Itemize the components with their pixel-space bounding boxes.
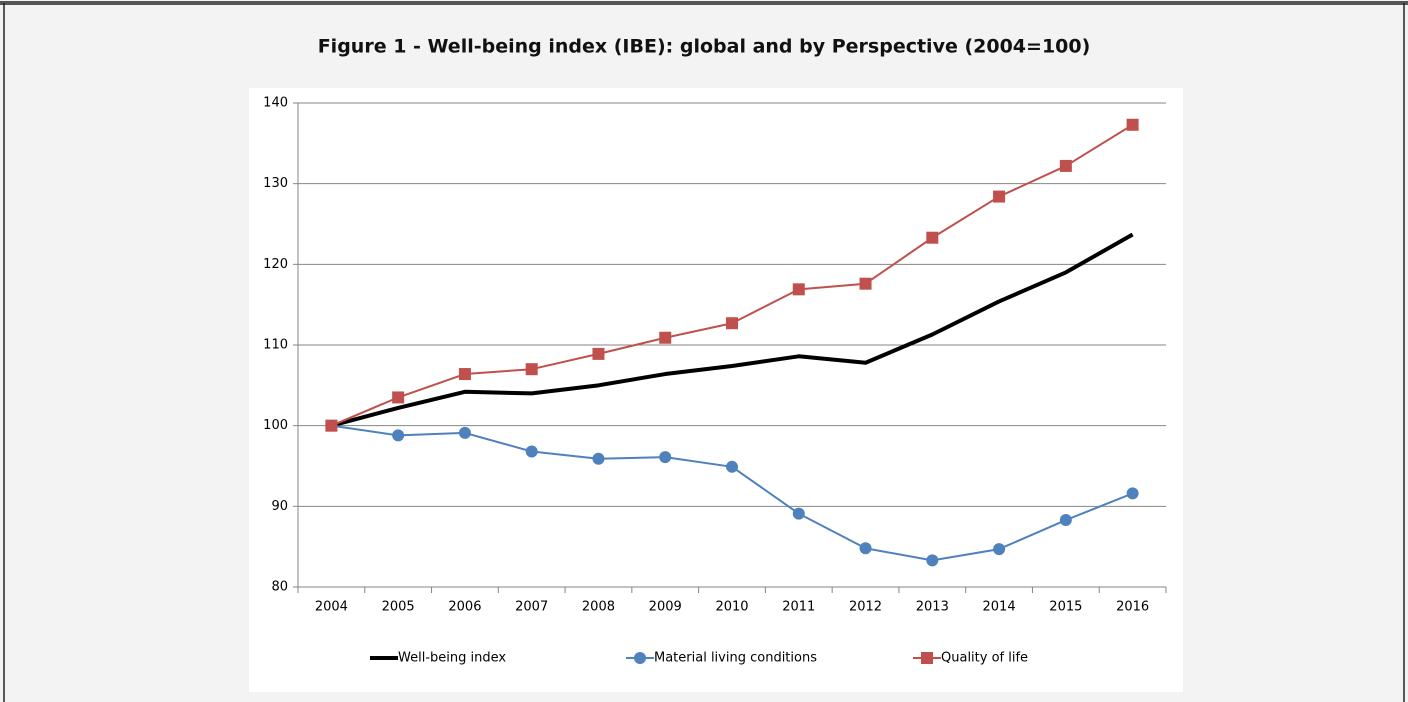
data-point xyxy=(859,277,872,290)
x-tick-label: 2006 xyxy=(448,600,481,615)
data-point xyxy=(792,283,805,296)
x-tick-label: 2015 xyxy=(1049,600,1082,615)
data-point xyxy=(993,543,1006,556)
data-point xyxy=(592,347,605,360)
legend-label: Well-being index xyxy=(398,651,506,666)
x-tick-label: 2014 xyxy=(983,600,1016,615)
data-point xyxy=(993,190,1006,203)
data-point xyxy=(859,542,872,555)
x-tick-label: 2013 xyxy=(916,600,949,615)
legend-label: Material living conditions xyxy=(654,651,817,666)
data-point xyxy=(325,419,338,432)
y-tick-label: 90 xyxy=(271,499,288,514)
x-tick-label: 2008 xyxy=(582,600,615,615)
data-point xyxy=(659,451,672,464)
data-point xyxy=(525,363,538,376)
x-tick-label: 2005 xyxy=(382,600,415,615)
y-tick-label: 140 xyxy=(263,96,288,111)
y-tick-label: 80 xyxy=(271,580,288,595)
x-tick-label: 2010 xyxy=(715,600,748,615)
data-point xyxy=(1126,118,1139,131)
chart-title: Figure 1 - Well-being index (IBE): globa… xyxy=(318,36,1091,58)
y-tick-label: 100 xyxy=(263,418,288,433)
data-point xyxy=(1059,514,1072,527)
y-tick-label: 130 xyxy=(263,176,288,191)
data-point xyxy=(792,507,805,520)
legend-label: Quality of life xyxy=(941,651,1028,666)
data-point xyxy=(926,231,939,244)
data-point xyxy=(926,554,939,567)
data-point xyxy=(726,460,738,473)
x-tick-label: 2016 xyxy=(1116,600,1149,615)
y-tick-label: 110 xyxy=(263,338,288,353)
data-point xyxy=(659,331,672,344)
data-point xyxy=(1126,487,1139,500)
data-point xyxy=(592,452,605,465)
x-tick-label: 2011 xyxy=(782,600,815,615)
data-point xyxy=(392,429,405,442)
data-point xyxy=(392,391,405,404)
x-tick-label: 2007 xyxy=(515,600,548,615)
y-tick-label: 120 xyxy=(263,257,288,272)
x-tick-label: 2009 xyxy=(649,600,682,615)
x-tick-label: 2004 xyxy=(315,600,348,615)
x-tick-label: 2012 xyxy=(849,600,882,615)
series-line xyxy=(330,232,1134,428)
data-point xyxy=(1059,159,1072,172)
data-point xyxy=(726,317,738,330)
chart-area xyxy=(249,88,1183,692)
legend-marker xyxy=(634,652,646,664)
data-point xyxy=(525,445,538,458)
legend-marker xyxy=(921,652,933,664)
data-point xyxy=(458,368,471,381)
data-point xyxy=(458,426,471,439)
